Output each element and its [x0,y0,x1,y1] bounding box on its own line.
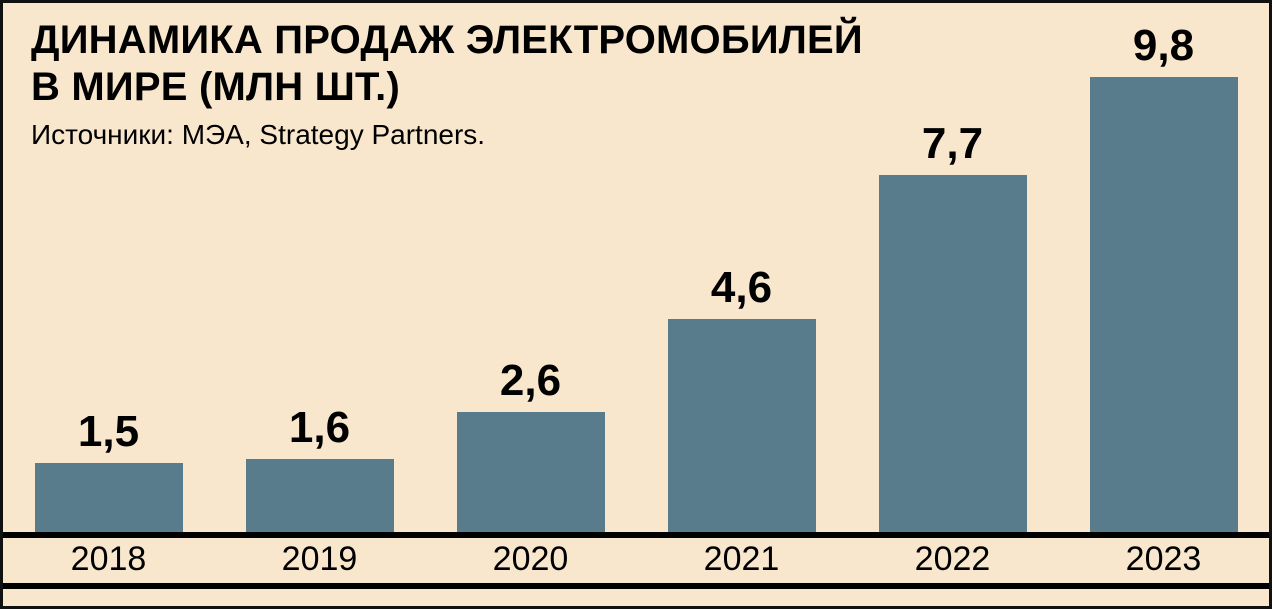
bottom-rule [3,583,1269,589]
bar-2018 [34,463,183,533]
bar-column-2020: 2,6 [425,359,636,533]
bar-column-2018: 1,5 [3,410,214,533]
bar-2021 [667,319,816,533]
bar-column-2023: 9,8 [1058,24,1269,533]
bar-2020 [456,412,605,533]
x-axis-tick-label: 2021 [703,540,780,578]
x-axis-line [3,532,1269,538]
bar-value-label: 7,7 [921,119,984,168]
bar-value-label: 9,8 [1132,21,1195,70]
bar-2022 [878,175,1027,533]
bar-value-label: 1,6 [288,403,351,452]
x-axis-tick-label: 2018 [70,540,147,578]
chart-header: ДИНАМИКА ПРОДАЖ ЭЛЕКТРОМОБИЛЕЙ В МИРЕ (М… [31,17,863,151]
bar-2023 [1089,77,1238,533]
bar-column-2022: 7,7 [847,122,1058,533]
bar-value-label: 1,5 [77,407,140,456]
chart-title-line-2: В МИРЕ (МЛН ШТ.) [31,65,401,110]
chart-source: Источники: МЭА, Strategy Partners. [31,119,486,151]
bar-column-2021: 4,6 [636,266,847,533]
bar-series: 1,5 1,6 2,6 4,6 7,7 9,8 [3,24,1269,533]
bar-column-2019: 1,6 [214,406,425,533]
chart-title-line-1: ДИНАМИКА ПРОДАЖ ЭЛЕКТРОМОБИЛЕЙ [31,18,863,62]
x-axis-tick-label: 2020 [492,540,569,578]
x-axis-tick-label: 2019 [281,540,358,578]
chart-title: ДИНАМИКА ПРОДАЖ ЭЛЕКТРОМОБИЛЕЙ В МИРЕ (М… [31,17,863,111]
x-axis-tick-label: 2022 [914,540,991,578]
bar-value-label: 2,6 [499,356,562,405]
bar-2019 [245,459,394,533]
x-axis-labels: 2018 2019 2020 2021 2022 2023 [3,542,1269,576]
bar-value-label: 4,6 [710,263,773,312]
x-axis-tick-label: 2023 [1125,540,1202,578]
